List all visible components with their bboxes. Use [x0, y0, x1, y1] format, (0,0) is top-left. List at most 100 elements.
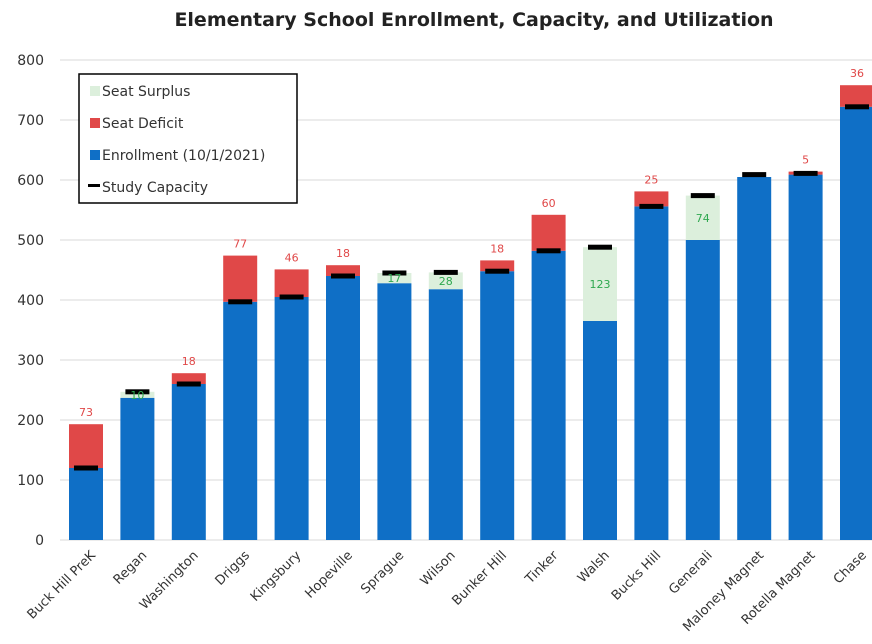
bar-seat-surplus [685, 195, 720, 240]
capacity-marker [74, 465, 98, 471]
legend-swatch-deficit [90, 118, 100, 128]
capacity-marker [845, 104, 869, 110]
y-tick-label: 700 [17, 113, 44, 129]
y-tick-label: 500 [17, 233, 44, 249]
legend-label-enrollment: Enrollment (10/1/2021) [102, 148, 265, 164]
bar-enrollment [685, 240, 720, 540]
y-tick-label: 200 [17, 413, 44, 429]
x-tick-label: Walsh [575, 548, 613, 586]
y-tick-label: 300 [17, 353, 44, 369]
legend: Seat Surplus Seat Deficit Enrollment (10… [78, 73, 298, 204]
x-tick-label: Generali [666, 548, 715, 597]
capacity-marker [742, 172, 767, 178]
bar-seat-deficit [223, 255, 258, 302]
y-tick-label: 0 [35, 533, 44, 549]
bar-enrollment [583, 321, 617, 540]
bar-enrollment [171, 384, 206, 540]
bar-enrollment [634, 206, 669, 540]
bar-seat-deficit [326, 265, 360, 276]
bar-seat-deficit [634, 191, 669, 207]
bar-seat-surplus [377, 273, 412, 284]
x-tick-label: Regan [111, 548, 151, 588]
legend-label-deficit: Seat Deficit [102, 116, 184, 132]
bar-enrollment [840, 106, 872, 541]
bar-enrollment [120, 397, 155, 540]
data-label-deficit: 46 [285, 251, 299, 264]
capacity-marker [588, 244, 612, 250]
capacity-marker [536, 248, 561, 254]
bar-seat-deficit [840, 85, 872, 107]
y-tick-label: 800 [17, 53, 44, 69]
capacity-marker [433, 269, 458, 275]
bar-seat-surplus [428, 272, 463, 290]
bar-enrollment [737, 177, 772, 540]
capacity-marker [279, 294, 304, 300]
data-label-surplus: 17 [387, 272, 401, 285]
capacity-markers [74, 104, 869, 471]
legend-label-surplus: Seat Surplus [102, 84, 190, 100]
data-label-surplus: 28 [439, 275, 453, 288]
y-tick-label: 600 [17, 173, 44, 189]
x-tick-label: Bucks Hill [609, 548, 664, 603]
data-label-deficit: 77 [233, 238, 247, 251]
bar-seat-deficit [531, 214, 566, 251]
capacity-marker [690, 193, 715, 199]
legend-swatch-enrollment [90, 150, 100, 160]
data-labels: 73 10 18 77 46 18 17 28 18 60 123 25 74 5 36 [79, 67, 864, 419]
capacity-marker [485, 268, 510, 274]
legend-swatch-capacity [88, 184, 100, 187]
legend-box [78, 73, 298, 204]
capacity-marker [228, 299, 253, 305]
chart-title: Elementary School Enrollment, Capacity, … [174, 9, 773, 31]
x-tick-label: Tinker [522, 548, 562, 588]
x-tick-label: Sprague [358, 548, 407, 597]
bar-enrollment [326, 276, 360, 540]
y-tick-label: 400 [17, 293, 44, 309]
data-label-deficit: 18 [182, 355, 196, 368]
capacity-marker [176, 381, 201, 387]
x-tick-label: Chase [831, 548, 870, 587]
data-label-deficit: 18 [336, 247, 350, 260]
capacity-marker [125, 389, 150, 395]
data-label-surplus: 10 [130, 389, 144, 402]
data-label-surplus: 74 [696, 212, 710, 225]
data-label-deficit: 18 [490, 242, 504, 255]
bar-enrollment [274, 297, 309, 540]
legend-label-capacity: Study Capacity [102, 180, 208, 196]
capacity-marker [382, 270, 407, 276]
x-tick-label: Driggs [213, 548, 254, 589]
data-label-deficit: 5 [802, 154, 809, 167]
bar-enrollment [69, 468, 103, 540]
x-tick-label: Bunker Hill [450, 548, 511, 609]
bar-seat-deficit [480, 260, 515, 272]
x-tick-label: Kingsbury [248, 548, 305, 605]
x-tick-label: Hopeville [302, 548, 355, 601]
data-label-deficit: 25 [644, 173, 658, 186]
data-label-surplus: 123 [590, 278, 611, 291]
y-tick-label: 100 [17, 473, 44, 489]
legend-swatch-surplus [90, 86, 100, 96]
bar-seat-deficit [274, 269, 309, 297]
bar-enrollment [788, 174, 823, 540]
data-label-deficit: 73 [79, 406, 93, 419]
bar-seat-surplus [120, 391, 155, 398]
bar-seat-deficit [171, 373, 206, 384]
capacity-marker [331, 273, 355, 279]
bars [69, 85, 872, 541]
x-tick-label: Buck Hill PreK [25, 548, 100, 623]
bar-seat-deficit [69, 424, 103, 468]
bar-enrollment [531, 250, 566, 541]
capacity-marker [793, 170, 818, 176]
bar-enrollment [223, 301, 258, 540]
data-label-deficit: 60 [542, 197, 556, 210]
x-tick-label: Wilson [418, 548, 459, 589]
bar-enrollment [480, 271, 515, 540]
capacity-marker [639, 203, 664, 209]
bar-enrollment [377, 283, 412, 540]
y-axis: 0 100 200 300 400 500 600 700 800 [17, 53, 44, 549]
bar-seat-surplus [583, 247, 617, 321]
data-label-deficit: 36 [850, 67, 864, 80]
bar-enrollment [428, 289, 463, 540]
